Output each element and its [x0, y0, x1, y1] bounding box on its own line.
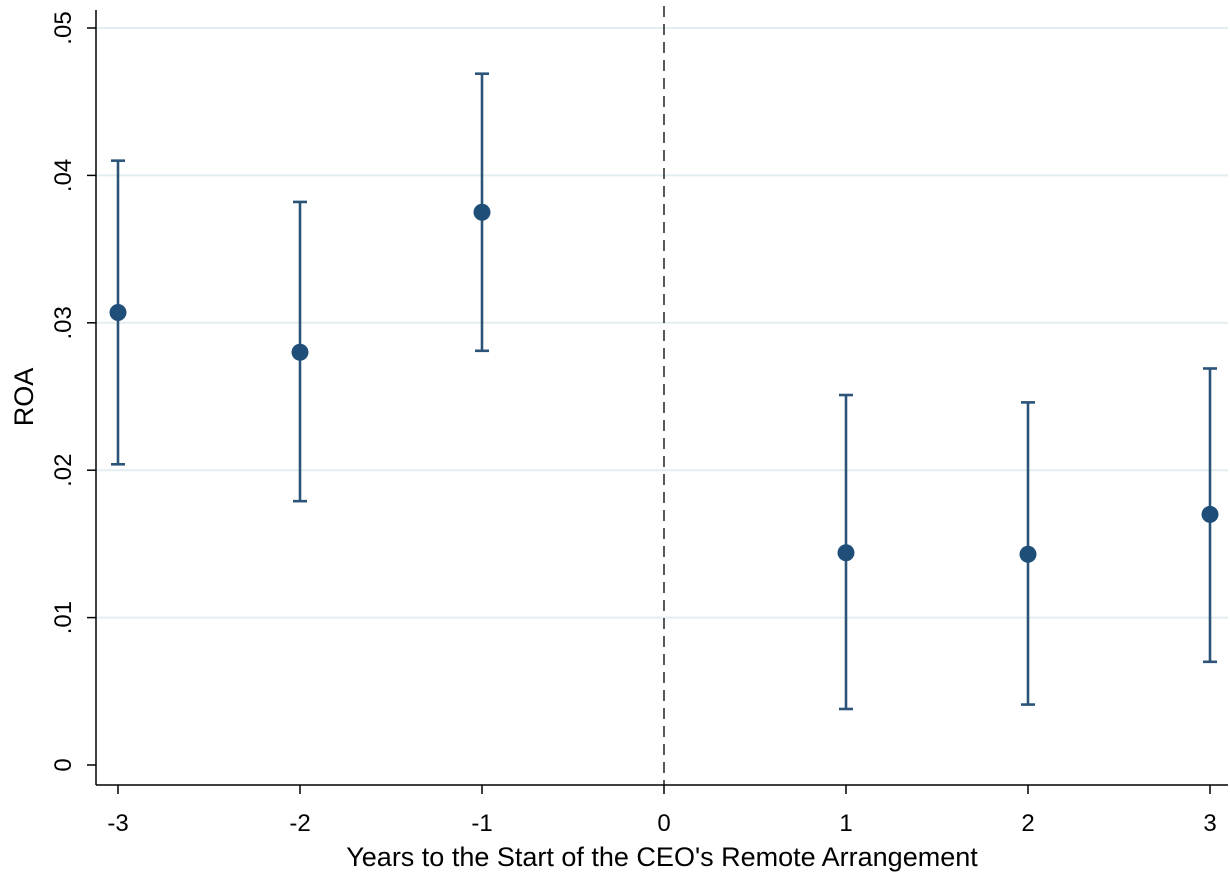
- y-tick-label: .03: [50, 306, 77, 339]
- data-point: [291, 343, 309, 361]
- y-tick-label: .05: [50, 11, 77, 44]
- x-tick-label: -2: [289, 810, 310, 837]
- data-point: [109, 303, 127, 321]
- gridlines: [96, 27, 1228, 619]
- y-tick-label: .04: [50, 159, 77, 192]
- x-axis-title: Years to the Start of the CEO's Remote A…: [346, 842, 978, 872]
- y-tick-label: 0: [50, 758, 77, 771]
- data-point: [1201, 505, 1219, 523]
- data-layer: [109, 72, 1219, 711]
- axes: 0 .01 .02 .03 .04 .05 -3 -2 -1 0 1 2 3: [50, 10, 1228, 837]
- x-tick-label: 3: [1203, 810, 1216, 837]
- x-tick-label: -1: [471, 810, 492, 837]
- x-tick-label: 1: [839, 810, 852, 837]
- data-point: [1019, 545, 1037, 563]
- y-tick-label: .01: [50, 601, 77, 634]
- y-tick-label: .02: [50, 454, 77, 487]
- data-point: [473, 203, 491, 221]
- y-axis-title: ROA: [9, 368, 39, 427]
- x-tick-label: -3: [107, 810, 128, 837]
- data-point: [837, 544, 855, 562]
- x-tick-label: 0: [657, 810, 670, 837]
- x-tick-label: 2: [1021, 810, 1034, 837]
